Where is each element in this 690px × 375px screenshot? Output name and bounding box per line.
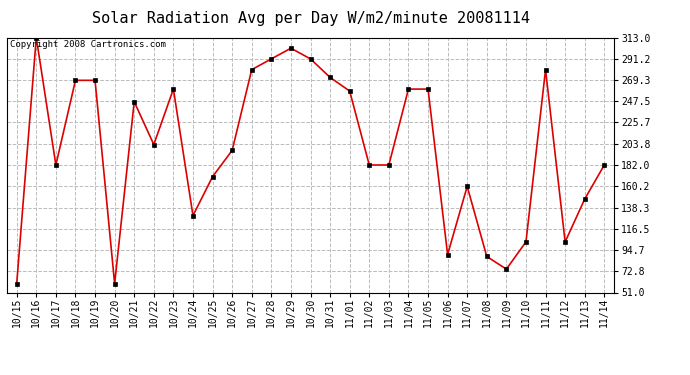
Text: Solar Radiation Avg per Day W/m2/minute 20081114: Solar Radiation Avg per Day W/m2/minute …	[92, 11, 529, 26]
Text: Copyright 2008 Cartronics.com: Copyright 2008 Cartronics.com	[10, 40, 166, 49]
